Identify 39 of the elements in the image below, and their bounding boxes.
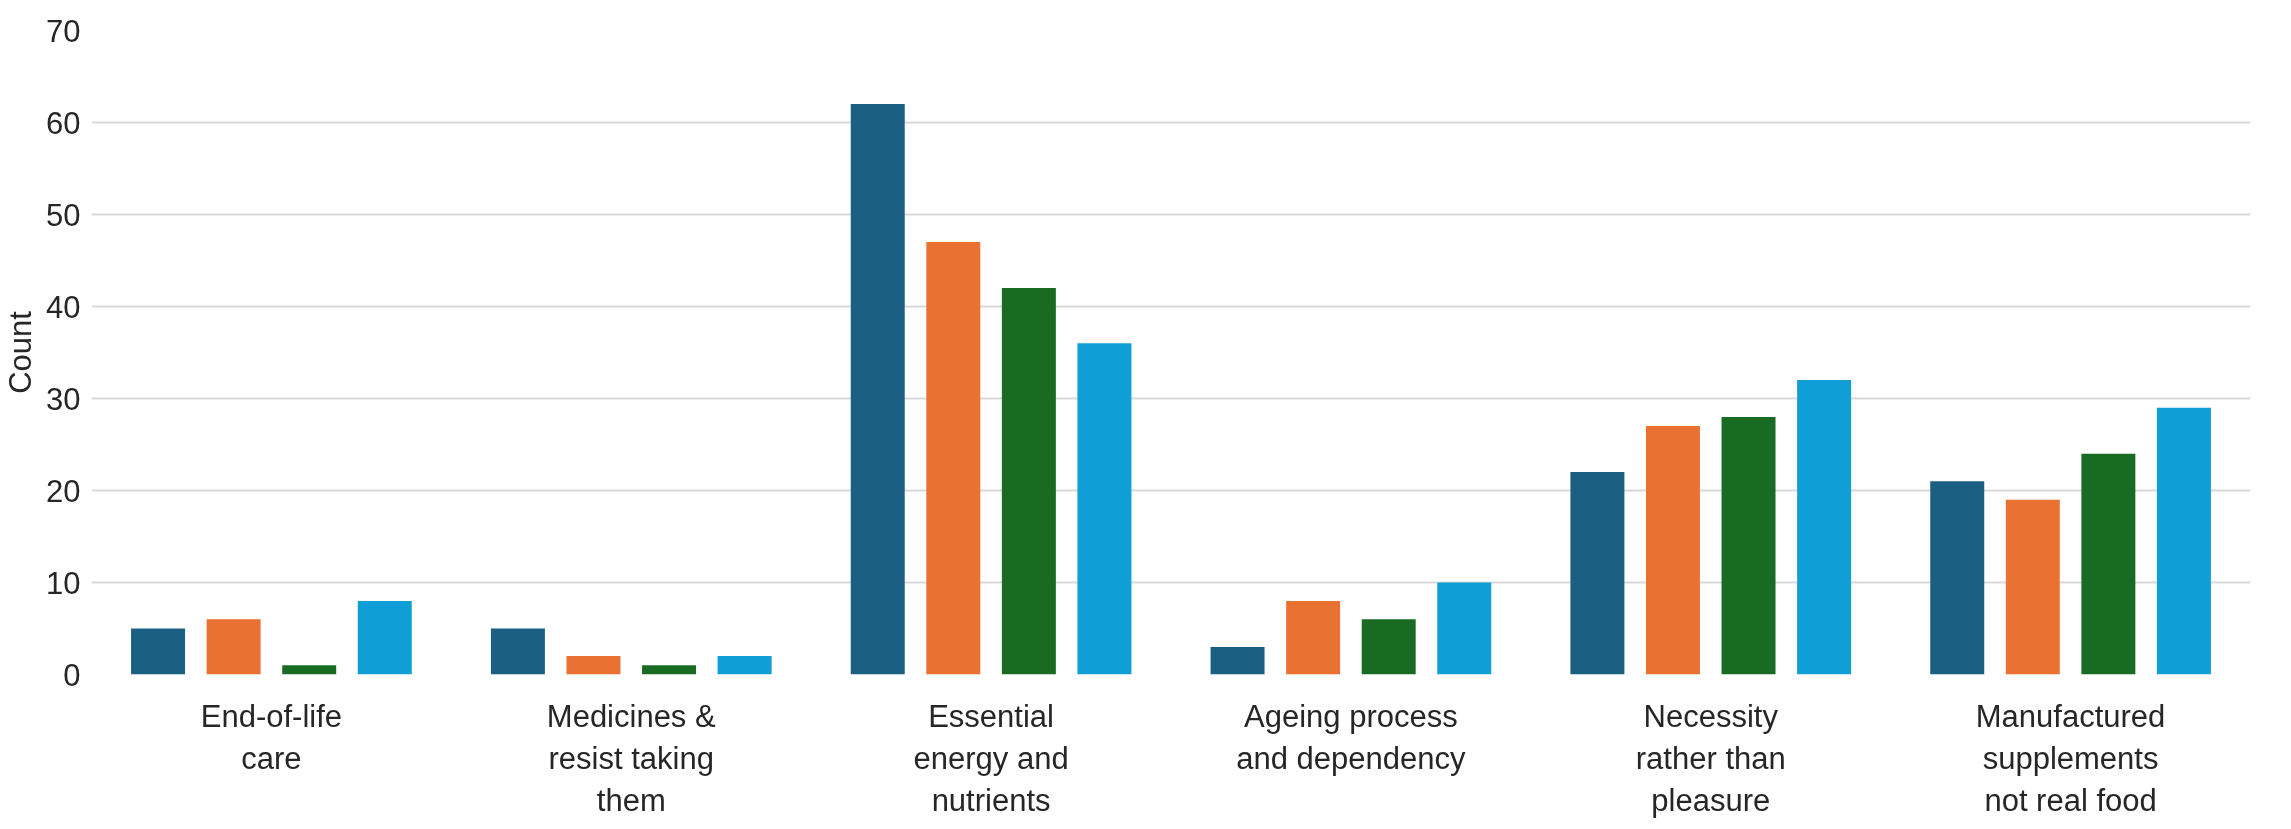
y-tick-label: 60 xyxy=(46,105,81,141)
bar xyxy=(1286,600,1341,675)
bar xyxy=(357,600,412,675)
bar xyxy=(206,619,261,675)
bar xyxy=(1721,416,1776,675)
bar xyxy=(1361,619,1416,675)
bar xyxy=(1077,343,1132,675)
y-tick-label: 70 xyxy=(46,13,81,49)
bar xyxy=(717,656,772,675)
bar xyxy=(642,665,697,675)
x-tick-label: Manufactured supplements not real food xyxy=(1975,698,2166,818)
bar xyxy=(490,628,545,675)
bar xyxy=(2081,453,2136,675)
bar xyxy=(2005,499,2060,675)
bar xyxy=(926,242,981,675)
x-tick-label: End-of-life care xyxy=(200,698,343,776)
y-tick-label: 20 xyxy=(46,473,81,509)
bar xyxy=(1210,646,1265,675)
bar xyxy=(131,628,186,675)
bar xyxy=(1930,481,1985,675)
bar xyxy=(1570,472,1625,675)
bar xyxy=(850,104,905,675)
y-tick-label: 10 xyxy=(46,565,81,601)
x-tick-label: Essential energy and nutrients xyxy=(913,698,1069,818)
x-tick-label: Necessity rather than pleasure xyxy=(1635,698,1786,818)
y-tick-label: 0 xyxy=(63,657,81,693)
bar xyxy=(2156,407,2211,675)
bar xyxy=(1797,380,1852,675)
x-tick-label: Ageing process and dependency xyxy=(1236,698,1467,776)
y-axis-title: Count xyxy=(3,310,39,394)
y-tick-label: 40 xyxy=(46,289,81,325)
y-tick-label: 50 xyxy=(46,197,81,233)
bar xyxy=(566,656,621,675)
x-tick-label: Medicines & resist taking them xyxy=(546,698,716,818)
y-tick-label: 30 xyxy=(46,381,81,417)
bar xyxy=(282,665,337,675)
bar xyxy=(1645,426,1700,675)
bar xyxy=(1437,582,1492,675)
bar xyxy=(1001,288,1056,675)
